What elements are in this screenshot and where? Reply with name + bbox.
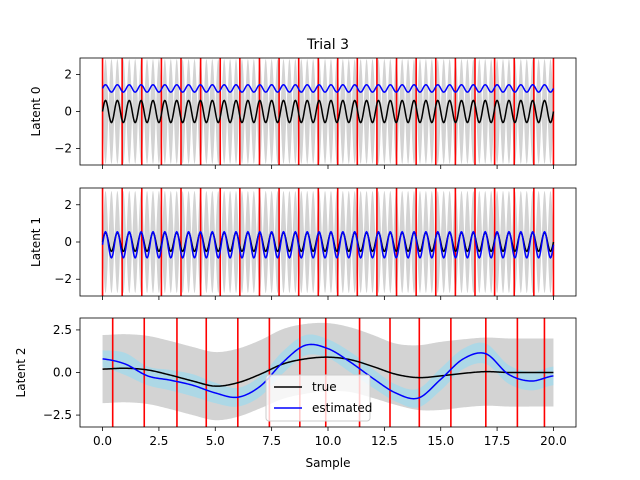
x-tick-label: 12.5 [371, 434, 398, 448]
legend-label-true: true [312, 380, 337, 394]
y-tick-label: 0 [64, 235, 72, 249]
x-tick-label: 15.0 [427, 434, 454, 448]
y-tick-label: 0 [64, 105, 72, 119]
legend-label-estimated: estimated [312, 401, 372, 415]
y-axis-label: Latent 0 [29, 87, 43, 137]
y-tick-label: 2.5 [53, 323, 72, 337]
y-tick-label: 0.0 [53, 366, 72, 380]
series-line-true [102, 356, 554, 387]
panel-latent-0: −2 0 2 Latent 0 [29, 57, 577, 169]
x-tick-label: 2.5 [149, 434, 168, 448]
series-line-estimated [101, 230, 555, 259]
y-tick-label: −2 [54, 141, 72, 155]
y-axis-label: Latent 2 [14, 348, 28, 398]
series-line-true [101, 99, 555, 124]
y-tick-label: −2 [54, 272, 72, 286]
x-axis-ticks [102, 296, 554, 300]
panel-latent-1: −2 0 2 Latent 1 [29, 187, 577, 300]
y-axis-ticks: −2.5 0.0 2.5 [43, 323, 80, 422]
x-axis-ticks: 0.0 2.5 5.0 7.5 10.0 12.5 15.0 17.5 20.0 [93, 427, 567, 448]
x-tick-label: 17.5 [484, 434, 511, 448]
x-tick-label: 0.0 [93, 434, 112, 448]
series-line-estimated [102, 343, 554, 400]
uncertainty-band-blue [102, 334, 554, 408]
panel-latent-2: −2.5 0.0 2.5 0.0 2.5 5.0 7.5 10.0 12.5 15.0 17.5 2… [14, 317, 577, 470]
y-tick-label: 2 [64, 68, 72, 82]
x-axis-ticks [102, 165, 554, 169]
x-axis-label: Sample [306, 456, 351, 470]
y-tick-label: −2.5 [43, 408, 72, 422]
y-axis-ticks: −2 0 2 [54, 198, 80, 286]
figure-title: Trial 3 [306, 37, 349, 53]
x-tick-label: 10.0 [315, 434, 342, 448]
y-axis-label: Latent 1 [29, 217, 43, 267]
series-line-estimated [101, 83, 555, 93]
x-tick-label: 7.5 [262, 434, 281, 448]
y-tick-label: 2 [64, 198, 72, 212]
x-tick-label: 5.0 [206, 434, 225, 448]
y-axis-ticks: −2 0 2 [54, 68, 80, 155]
x-tick-label: 20.0 [540, 434, 567, 448]
legend: true estimated [265, 374, 372, 422]
